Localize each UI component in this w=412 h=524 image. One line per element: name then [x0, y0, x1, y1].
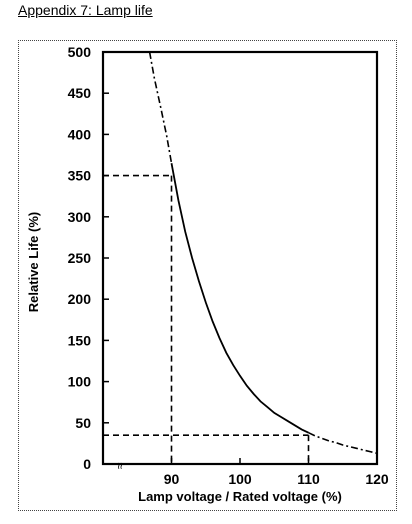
x-tick-label: 120	[365, 471, 389, 487]
y-tick-label: 400	[68, 126, 92, 142]
chart-frame	[18, 40, 397, 511]
curve-extrapolated-right	[308, 431, 378, 455]
x-axis-label: Lamp voltage / Rated voltage (%)	[138, 489, 342, 504]
axis-break-symbol: ≈	[113, 462, 127, 469]
curve-extrapolated-left	[148, 51, 173, 164]
y-tick-label: 50	[75, 415, 91, 431]
y-tick-label: 250	[68, 250, 92, 266]
curve-line	[170, 163, 309, 434]
y-tick-label: 100	[68, 374, 92, 390]
x-tick-label: 90	[164, 471, 180, 487]
y-tick-label: 150	[68, 332, 92, 348]
y-axis-label: Relative Life (%)	[26, 212, 41, 312]
page-title: Appendix 7: Lamp life	[18, 2, 153, 18]
y-tick-label: 500	[68, 44, 92, 60]
y-tick-label: 0	[83, 456, 91, 472]
y-tick-label: 350	[68, 168, 92, 184]
y-tick-label: 200	[68, 291, 92, 307]
plot-area	[101, 50, 379, 466]
x-tick-label: 110	[297, 471, 320, 487]
y-tick-label: 450	[68, 85, 92, 101]
x-tick-label: 100	[228, 471, 252, 487]
y-tick-label: 300	[68, 209, 92, 225]
